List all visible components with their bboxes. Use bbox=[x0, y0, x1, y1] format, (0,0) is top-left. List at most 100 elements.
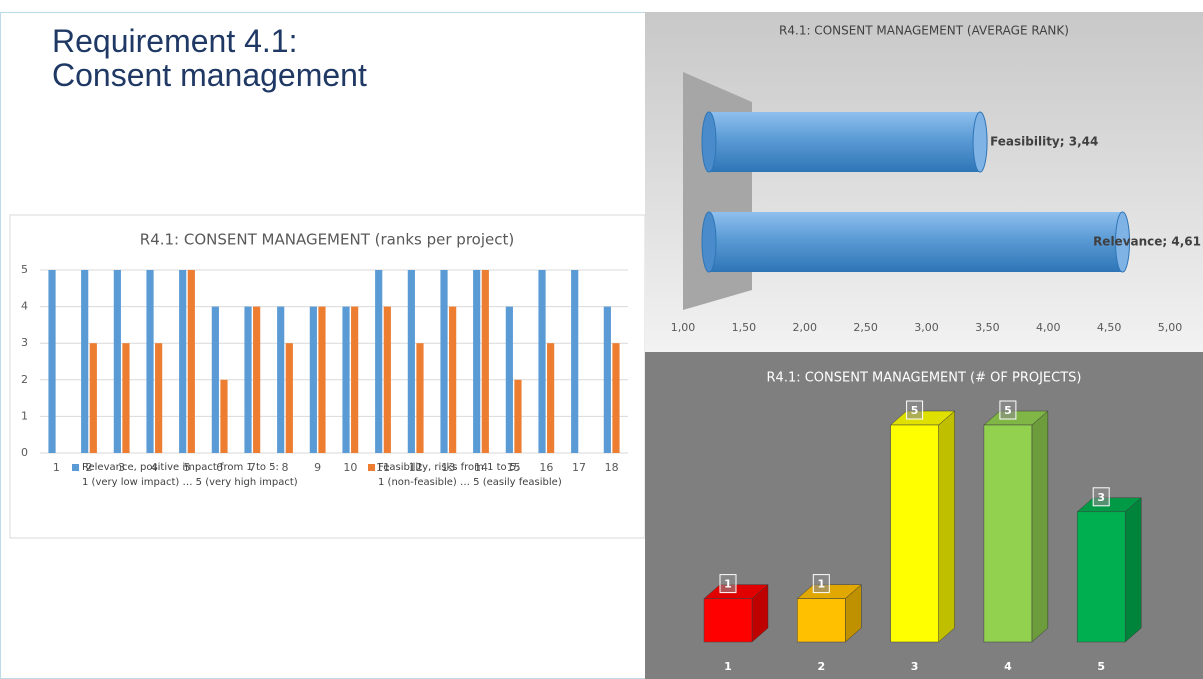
bar bbox=[81, 270, 89, 453]
y-tick-label: 3 bbox=[21, 336, 28, 349]
x-tick-label: 15 bbox=[507, 461, 521, 474]
bar bbox=[612, 343, 620, 453]
chart-title: R4.1: CONSENT MANAGEMENT (ranks per proj… bbox=[140, 231, 514, 249]
bar bbox=[571, 270, 579, 453]
x-tick-label: 17 bbox=[572, 461, 586, 474]
bar bbox=[211, 306, 219, 453]
x-tick-label: 5,00 bbox=[1158, 321, 1183, 334]
y-tick-label: 1 bbox=[21, 409, 28, 422]
data-label: 5 bbox=[1004, 404, 1012, 417]
x-tick-label: 2,50 bbox=[853, 321, 878, 334]
bar bbox=[538, 270, 546, 453]
data-label: 3 bbox=[1097, 491, 1105, 504]
bar bbox=[253, 306, 261, 453]
bar-side-shade bbox=[1125, 497, 1142, 642]
x-tick-label: 2 bbox=[86, 461, 93, 474]
x-tick-label: 1,50 bbox=[732, 321, 757, 334]
bar bbox=[277, 306, 285, 453]
x-tick-label: 12 bbox=[409, 461, 423, 474]
bar bbox=[122, 343, 130, 453]
bar bbox=[514, 379, 522, 453]
chart-title: R4.1: CONSENT MANAGEMENT (AVERAGE RANK) bbox=[779, 24, 1069, 38]
legend-item: Feasibility, risks from 1 to 5: 1 (non-f… bbox=[368, 460, 562, 490]
legend-label: Relevance, positive impact from 1 to 5: … bbox=[82, 462, 298, 488]
x-tick-label: 3,50 bbox=[975, 321, 1000, 334]
x-tick-label: 4,50 bbox=[1097, 321, 1122, 334]
bar bbox=[48, 270, 56, 453]
y-tick-label: 5 bbox=[21, 263, 28, 276]
bar bbox=[375, 270, 383, 453]
bar bbox=[383, 306, 391, 453]
bar bbox=[983, 424, 1033, 643]
bar bbox=[440, 270, 448, 453]
data-label: 1 bbox=[817, 578, 825, 591]
x-tick-label: 1 bbox=[53, 461, 60, 474]
data-label-box bbox=[719, 574, 737, 594]
x-tick-label: 4 bbox=[1004, 660, 1012, 673]
y-tick-label: 4 bbox=[21, 300, 28, 313]
bar bbox=[407, 270, 415, 453]
x-tick-label: 9 bbox=[314, 461, 321, 474]
data-label-box bbox=[906, 400, 924, 420]
axis-wall bbox=[683, 72, 752, 310]
bar bbox=[146, 270, 154, 453]
bar bbox=[244, 306, 252, 453]
x-tick-label: 3 bbox=[118, 461, 125, 474]
x-tick-label: 11 bbox=[376, 461, 390, 474]
bar bbox=[703, 598, 753, 643]
bar bbox=[547, 343, 555, 453]
x-tick-label: 16 bbox=[539, 461, 553, 474]
x-tick-label: 13 bbox=[441, 461, 455, 474]
data-label-box bbox=[812, 574, 830, 594]
data-label: Feasibility; 3,44 bbox=[990, 135, 1098, 149]
x-tick-label: 1 bbox=[724, 660, 732, 673]
bar bbox=[481, 270, 489, 453]
x-tick-label: 14 bbox=[474, 461, 488, 474]
x-tick-label: 18 bbox=[605, 461, 619, 474]
bar bbox=[309, 306, 317, 453]
legend-swatch bbox=[368, 464, 375, 471]
x-tick-label: 3,00 bbox=[914, 321, 939, 334]
bar bbox=[1076, 511, 1126, 643]
bar bbox=[890, 424, 939, 643]
bar bbox=[416, 343, 424, 453]
y-tick-label: 2 bbox=[21, 373, 28, 386]
bar-side-shade bbox=[752, 584, 768, 642]
x-tick-label: 10 bbox=[343, 461, 357, 474]
x-tick-label: 5 bbox=[1097, 660, 1105, 673]
x-tick-label: 1,00 bbox=[671, 321, 696, 334]
x-tick-label: 4,00 bbox=[1036, 321, 1061, 334]
bar-cap bbox=[701, 111, 717, 173]
bar bbox=[449, 306, 457, 453]
x-tick-label: 6 bbox=[216, 461, 223, 474]
data-label-box bbox=[1092, 487, 1110, 507]
bar bbox=[187, 270, 195, 453]
bar-side-shade bbox=[1031, 411, 1048, 642]
x-tick-label: 4 bbox=[151, 461, 158, 474]
legend-item: Relevance, positive impact from 1 to 5: … bbox=[72, 460, 298, 490]
bar bbox=[89, 343, 97, 453]
x-tick-label: 2,00 bbox=[793, 321, 818, 334]
x-tick-label: 5 bbox=[184, 461, 191, 474]
y-tick-label: 0 bbox=[21, 446, 28, 459]
bar-side-shade bbox=[938, 411, 955, 642]
data-label: 5 bbox=[911, 404, 919, 417]
slide-title: Requirement 4.1: Consent management bbox=[52, 23, 367, 93]
data-label: Relevance; 4,61 bbox=[1093, 235, 1201, 249]
bar bbox=[318, 306, 326, 453]
data-label-box bbox=[999, 400, 1017, 420]
bar bbox=[285, 343, 293, 453]
bar bbox=[797, 598, 846, 643]
bar-cap bbox=[972, 111, 988, 173]
bar bbox=[220, 379, 228, 453]
bar bbox=[505, 306, 513, 453]
bar bbox=[155, 343, 163, 453]
bar-side-shade bbox=[845, 584, 862, 642]
chart-title: R4.1: CONSENT MANAGEMENT (# OF PROJECTS) bbox=[767, 371, 1082, 386]
bar bbox=[473, 270, 481, 453]
bar bbox=[179, 270, 187, 453]
x-tick-label: 8 bbox=[282, 461, 289, 474]
bar bbox=[342, 306, 350, 453]
legend-label: Feasibility, risks from 1 to 5: 1 (non-f… bbox=[378, 462, 562, 488]
